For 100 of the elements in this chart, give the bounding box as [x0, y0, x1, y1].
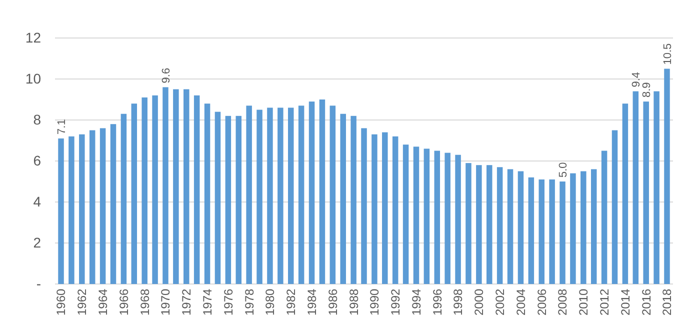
- bar: [392, 136, 398, 284]
- bar: [184, 89, 190, 284]
- bar: [601, 150, 608, 284]
- bar: [654, 91, 660, 284]
- x-tick-label: 1982: [284, 288, 298, 316]
- x-tick-label: 1974: [200, 288, 214, 316]
- x-tick-label: 1970: [158, 288, 173, 316]
- y-tick-label: -: [36, 275, 42, 292]
- bar: [612, 130, 618, 284]
- bar: [246, 106, 252, 284]
- bar: [225, 116, 232, 284]
- bar: [507, 169, 514, 284]
- bar: [590, 169, 597, 284]
- bar: [372, 134, 378, 284]
- bar: [643, 102, 649, 284]
- data-label: 9.6: [160, 68, 172, 84]
- bar: [131, 104, 138, 284]
- x-tick-label: 1966: [116, 288, 131, 316]
- bar: [308, 102, 315, 284]
- bar: [68, 136, 74, 284]
- bar: [538, 179, 544, 284]
- x-tick-label: 1992: [388, 288, 403, 316]
- bar: [100, 128, 106, 284]
- x-tick-label: 1996: [430, 288, 444, 316]
- bar: [518, 171, 524, 284]
- y-tick-label: 4: [33, 193, 42, 210]
- bar: [361, 128, 367, 284]
- bar: [236, 116, 242, 284]
- bar: [350, 116, 356, 284]
- x-tick-label: 1984: [304, 288, 319, 316]
- bar: [89, 130, 96, 284]
- bar: [79, 134, 85, 284]
- x-tick-label: 1986: [326, 288, 340, 316]
- x-tick-label: 1972: [180, 288, 194, 316]
- bar: [330, 106, 336, 284]
- x-tick-label: 2012: [598, 288, 612, 316]
- x-tick-label: 2018: [660, 288, 674, 316]
- bar: [382, 132, 388, 284]
- x-tick-label: 1980: [263, 288, 278, 316]
- bar: [288, 108, 294, 284]
- x-tick-label: 1988: [346, 288, 361, 316]
- bar: [204, 104, 210, 284]
- x-tick-label: 1962: [75, 288, 90, 316]
- x-tick-label: 1964: [96, 288, 110, 316]
- bar: [434, 150, 440, 284]
- y-tick-label: 10: [25, 70, 42, 86]
- bar: [486, 165, 492, 284]
- bar: [632, 91, 639, 284]
- bar: [664, 68, 670, 284]
- data-label: 9.4: [630, 72, 643, 88]
- x-tick-label: 2006: [534, 288, 549, 316]
- bar: [173, 89, 179, 284]
- bar: [194, 95, 200, 284]
- x-tick-label: 2002: [493, 288, 508, 316]
- data-label: 5.0: [558, 162, 570, 178]
- bar: [298, 106, 304, 284]
- x-tick-label: 2008: [556, 288, 570, 316]
- bar: [58, 138, 64, 284]
- y-tick-label: 8: [33, 111, 42, 128]
- bar: [402, 144, 409, 284]
- bar: [549, 179, 555, 284]
- x-tick-label: 1990: [368, 288, 382, 316]
- data-label: 7.1: [56, 119, 68, 134]
- bar: [319, 100, 326, 284]
- bar: [466, 163, 472, 284]
- bar: [455, 154, 461, 284]
- y-tick-label: 12: [25, 29, 42, 46]
- bar: [214, 112, 221, 284]
- bar: [162, 87, 168, 284]
- x-tick-label: 2000: [472, 288, 486, 316]
- data-label: 10.5: [662, 43, 674, 65]
- x-tick-label: 2016: [639, 288, 654, 316]
- bar: [622, 104, 628, 284]
- x-tick-label: 2010: [576, 288, 591, 316]
- y-tick-label: 6: [33, 152, 42, 168]
- bar: [340, 114, 346, 284]
- bar: [580, 171, 586, 284]
- bar: [444, 152, 450, 284]
- x-tick-label: 1978: [242, 288, 256, 316]
- bar: [152, 95, 158, 284]
- bar: [570, 173, 576, 284]
- x-tick-label: 1976: [221, 288, 236, 316]
- x-tick-label: 2014: [618, 288, 632, 316]
- bar: [413, 146, 420, 284]
- bar: [560, 182, 566, 284]
- bar: [496, 167, 503, 284]
- bar: [528, 177, 534, 284]
- bar: [256, 110, 262, 284]
- bar: [120, 114, 127, 284]
- bar: [142, 97, 148, 284]
- x-tick-label: 1960: [54, 288, 68, 316]
- y-tick-label: 2: [33, 234, 42, 250]
- x-tick-label: 1968: [138, 288, 152, 316]
- data-label: 8.9: [641, 82, 654, 98]
- x-tick-label: 1994: [409, 288, 424, 316]
- bar: [267, 108, 273, 284]
- bar: [476, 165, 482, 284]
- bar: [278, 108, 284, 284]
- x-tick-label: 1998: [451, 288, 466, 316]
- bar: [110, 124, 116, 284]
